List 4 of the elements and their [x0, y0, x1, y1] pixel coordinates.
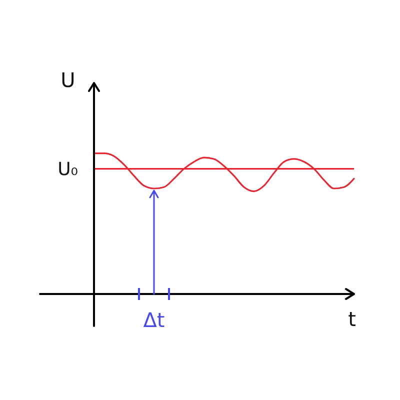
x-axis-title: t: [348, 307, 356, 331]
text: Δt: [143, 308, 165, 332]
ref-line-label: U₀: [58, 159, 78, 180]
y-axis-title: U: [60, 68, 76, 92]
